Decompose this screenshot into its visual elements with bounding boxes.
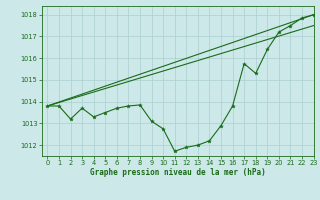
X-axis label: Graphe pression niveau de la mer (hPa): Graphe pression niveau de la mer (hPa) <box>90 168 266 177</box>
